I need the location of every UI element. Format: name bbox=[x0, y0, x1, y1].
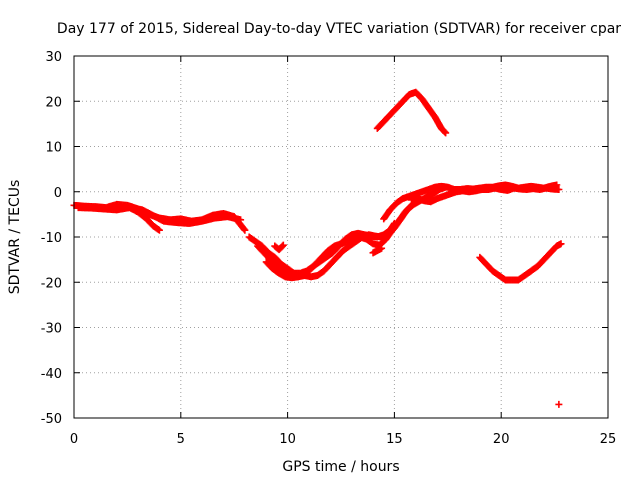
x-axis-label: GPS time / hours bbox=[282, 459, 399, 475]
data-point bbox=[555, 400, 563, 408]
series-arc-5 bbox=[254, 197, 422, 281]
y-tick-label: -50 bbox=[41, 412, 62, 427]
series-outlier bbox=[555, 400, 563, 408]
data-point bbox=[278, 242, 286, 250]
x-tick-label: 20 bbox=[493, 432, 510, 447]
axis-ticks: 0 5 10 15 20 25 -50 -40 -30 -20 -10 0 10 20 30 bbox=[41, 50, 617, 447]
series-arc-6 bbox=[262, 183, 450, 282]
series-arc-2 bbox=[74, 204, 245, 227]
series-arc-7 bbox=[271, 241, 287, 254]
grid bbox=[74, 56, 608, 418]
data-point bbox=[557, 240, 565, 248]
series-arc-3 bbox=[126, 204, 163, 234]
x-tick-label: 0 bbox=[70, 432, 78, 447]
x-tick-label: 15 bbox=[386, 432, 403, 447]
y-tick-label: -40 bbox=[41, 367, 62, 382]
data-point bbox=[237, 216, 245, 224]
data-point bbox=[442, 129, 450, 137]
series-arc-9 bbox=[407, 184, 563, 206]
series-arc-12 bbox=[369, 244, 386, 257]
series-arc-10 bbox=[373, 88, 450, 137]
y-tick-label: -20 bbox=[41, 276, 62, 291]
data-point bbox=[241, 226, 249, 234]
data-series bbox=[70, 88, 565, 408]
x-tick-label: 5 bbox=[177, 432, 185, 447]
data-point bbox=[279, 241, 287, 249]
y-tick-label: 30 bbox=[45, 50, 62, 65]
y-tick-label: -10 bbox=[41, 231, 62, 246]
data-point bbox=[378, 244, 386, 252]
x-tick-label: 25 bbox=[600, 432, 617, 447]
y-axis-label: SDTVAR / TECUs bbox=[7, 180, 23, 295]
y-tick-label: 10 bbox=[45, 141, 62, 156]
y-tick-label: 20 bbox=[45, 95, 62, 110]
y-tick-label: 0 bbox=[54, 186, 62, 201]
data-point bbox=[441, 128, 449, 136]
series-arc-11 bbox=[476, 240, 565, 284]
y-tick-label: -30 bbox=[41, 322, 62, 337]
data-point bbox=[155, 226, 163, 234]
x-tick-label: 10 bbox=[279, 432, 296, 447]
chart-title: Day 177 of 2015, Sidereal Day-to-day VTE… bbox=[57, 21, 621, 37]
data-point bbox=[240, 225, 248, 233]
data-point bbox=[555, 185, 563, 193]
